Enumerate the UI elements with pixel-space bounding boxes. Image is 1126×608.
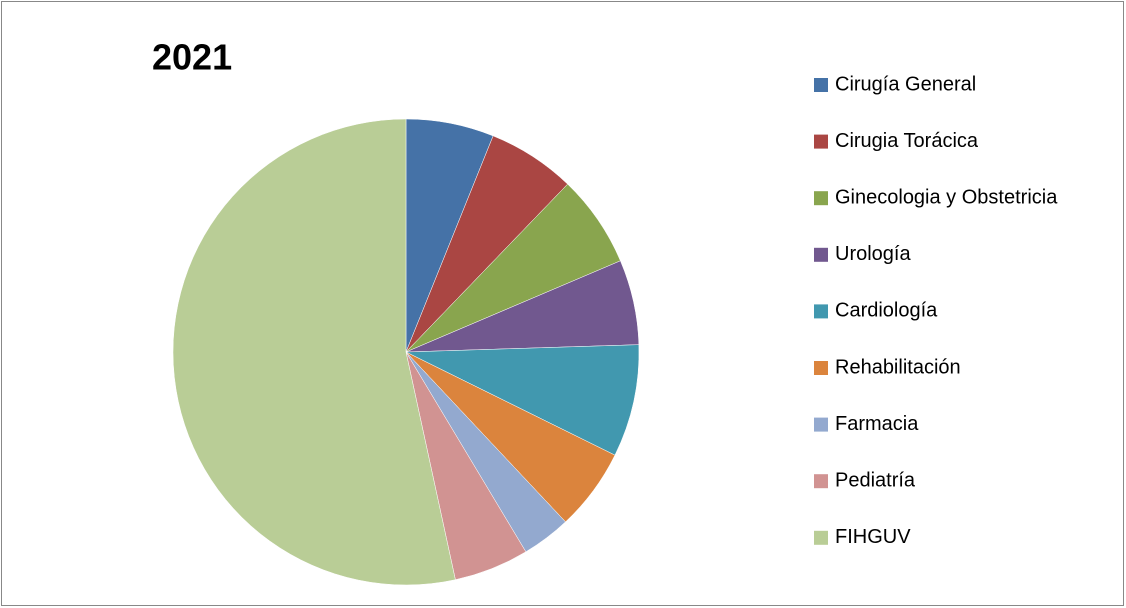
pie-slice (405, 344, 640, 456)
legend-swatch (814, 530, 828, 545)
legend-label: Cirugia Torácica (835, 130, 979, 152)
legend-label: FIHGUV (835, 526, 911, 548)
legend-swatch (814, 134, 828, 149)
legend-label: Urología (835, 243, 911, 265)
legend-swatch (814, 304, 828, 319)
legend-label: Ginecologia y Obstetricia (835, 186, 1058, 208)
legend-swatch (814, 361, 828, 375)
legend-label: Cirugía General (835, 73, 976, 95)
pie-slice (172, 118, 456, 586)
chart-title: 2021 (152, 37, 232, 78)
legend-swatch (814, 474, 828, 489)
legend-label: Rehabilitación (835, 356, 961, 378)
legend-swatch (814, 78, 828, 92)
legend-swatch (814, 191, 828, 206)
legend-label: Cardiología (835, 300, 938, 322)
legend-label: Farmacia (835, 413, 919, 435)
legend-swatch (814, 417, 828, 432)
legend-label: Pediatría (835, 469, 916, 491)
legend-swatch (814, 247, 828, 262)
